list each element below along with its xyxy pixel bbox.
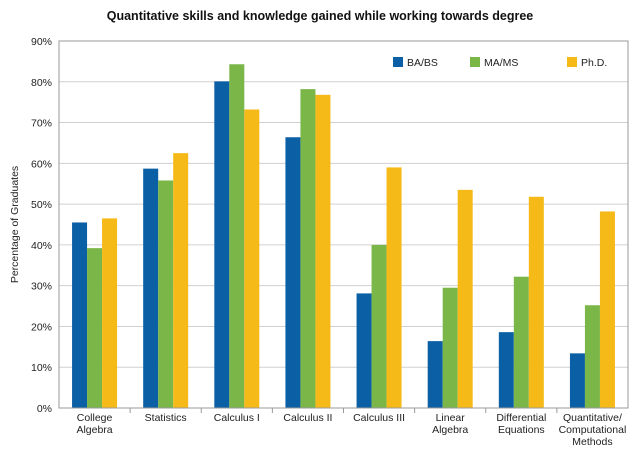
axes [58,40,629,413]
y-tick-label: 80% [31,77,52,89]
bar [229,64,245,408]
bar [498,332,514,408]
bar [442,287,458,408]
bar [599,211,615,408]
legend-swatch [567,57,577,67]
y-tick-label: 70% [31,118,52,130]
bar [87,248,103,408]
legend-swatch [470,57,480,67]
x-tick-label: Statistics [145,412,187,424]
y-tick-label: 10% [31,362,52,374]
y-tick-label: 30% [31,281,52,293]
y-tick-label: 50% [31,199,52,211]
legend-label: MA/MS [484,57,518,69]
legend: BA/BS MA/MS Ph.D. [393,57,607,69]
bar [371,244,387,408]
bar [143,168,159,408]
x-tick-label: College Algebra [76,412,112,436]
bar [569,353,585,408]
legend-label: Ph.D. [581,57,607,69]
bar [584,305,600,408]
y-tick-label: 90% [31,36,52,48]
bar [158,180,174,408]
x-tick-label: Differential Equations [496,412,546,436]
bar [244,109,260,409]
x-tick-label: Calculus III [353,412,405,424]
y-tick-label: 40% [31,240,52,252]
bar [285,137,301,409]
y-axis-label: Percentage of Graduates [9,166,21,283]
bar [427,341,443,408]
x-tick-label: Calculus I [214,412,260,424]
chart-title: Quantitative skills and knowledge gained… [106,9,534,23]
bar [528,196,544,408]
bars [72,64,615,409]
bar [300,89,316,409]
x-tick-label: Calculus II [283,412,332,424]
bar [457,189,473,408]
bar [386,167,402,408]
legend-swatch [393,57,403,67]
x-tick-label: Linear Algebra [432,412,468,436]
y-tick-label: 60% [31,158,52,170]
labels: 0% 10% 20% 30% 40% 50% 60% 70% 80% 90% College Alge… [9,36,626,448]
y-tick-label: 20% [31,321,52,333]
bar [173,153,189,408]
bar [72,222,88,408]
bar [315,94,331,409]
bar [356,293,372,408]
bar [102,218,118,408]
legend-label: BA/BS [407,57,438,69]
x-tick-label: Quantitative/Computational Methods [559,412,627,448]
bar [513,276,529,408]
bar [214,81,230,409]
y-tick-label: 0% [37,403,52,415]
